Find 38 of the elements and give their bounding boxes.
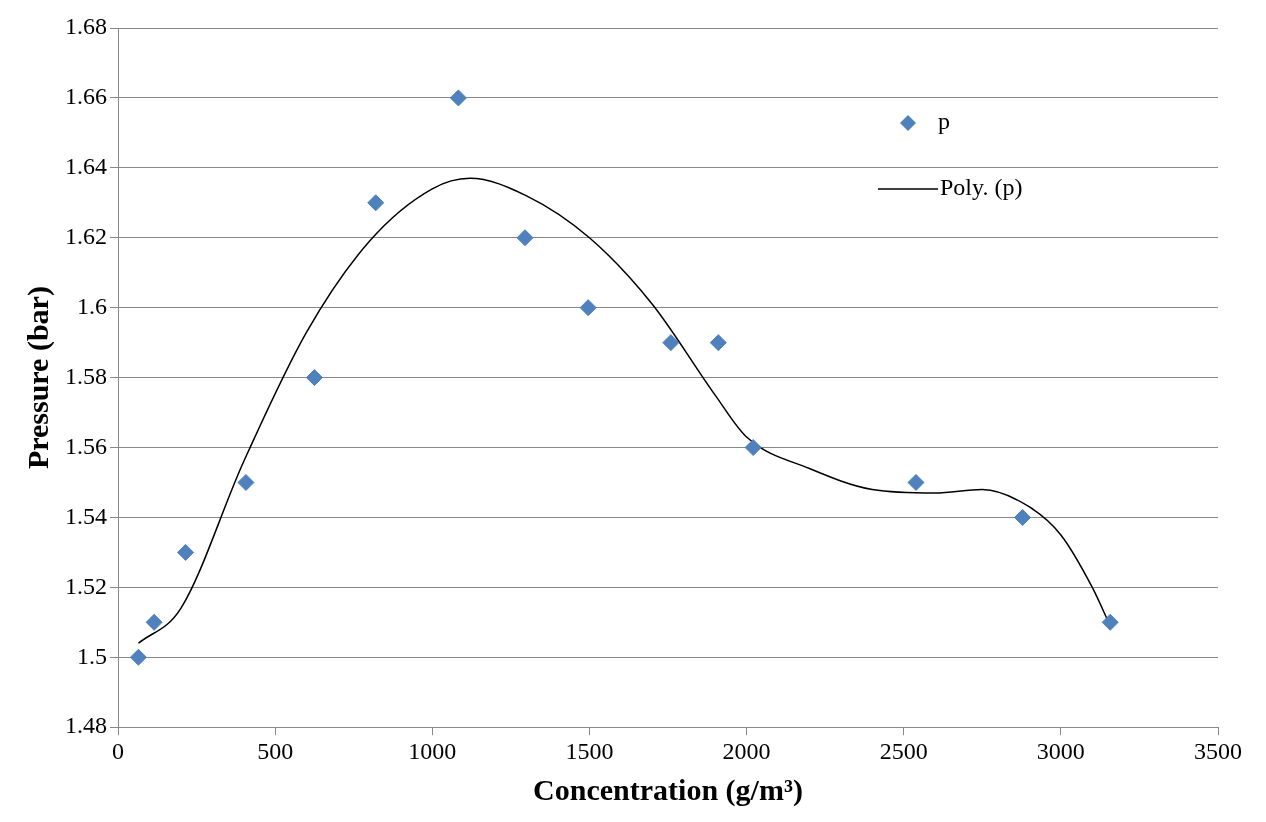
legend-label: p: [938, 108, 950, 135]
point: [129, 648, 147, 666]
point: [662, 334, 680, 352]
y-axis-title: Pressure (bar): [20, 286, 55, 470]
y-tick-label: 1.68: [65, 13, 107, 40]
x-tick-label: 2000: [722, 737, 771, 764]
point: [1014, 508, 1032, 526]
x-tick-label: 2500: [879, 737, 928, 764]
point: [1101, 613, 1119, 631]
point: [709, 334, 727, 352]
y-tick-label: 1.58: [65, 362, 107, 389]
point: [305, 369, 323, 387]
y-tick-label: 1.48: [65, 712, 107, 739]
x-tick-label: 500: [257, 737, 294, 764]
x-tick-label: 1500: [565, 737, 614, 764]
legend-label: Poly. (p): [940, 174, 1023, 201]
point: [516, 229, 534, 247]
y-tick-label: 1.66: [65, 83, 107, 110]
y-tick-label: 1.56: [65, 432, 107, 459]
x-tick-label: 3000: [1036, 737, 1085, 764]
point: [367, 194, 385, 212]
x-tick-label: 3500: [1194, 737, 1242, 764]
point: [177, 543, 195, 561]
y-tick-label: 1.62: [65, 223, 107, 250]
point: [449, 89, 467, 107]
y-tick-label: 1.6: [77, 292, 107, 319]
y-tick-label: 1.54: [65, 502, 107, 529]
point: [907, 473, 925, 491]
point: [237, 473, 255, 491]
x-axis-title: Concentration (g/m³): [533, 772, 803, 807]
y-tick-label: 1.52: [65, 572, 107, 599]
point: [579, 299, 597, 317]
point: [744, 439, 762, 457]
x-tick-label: 0: [112, 737, 124, 764]
y-tick-label: 1.64: [65, 153, 107, 180]
x-tick-label: 1000: [408, 737, 457, 764]
y-tick-label: 1.5: [77, 642, 107, 669]
point: [145, 613, 163, 631]
